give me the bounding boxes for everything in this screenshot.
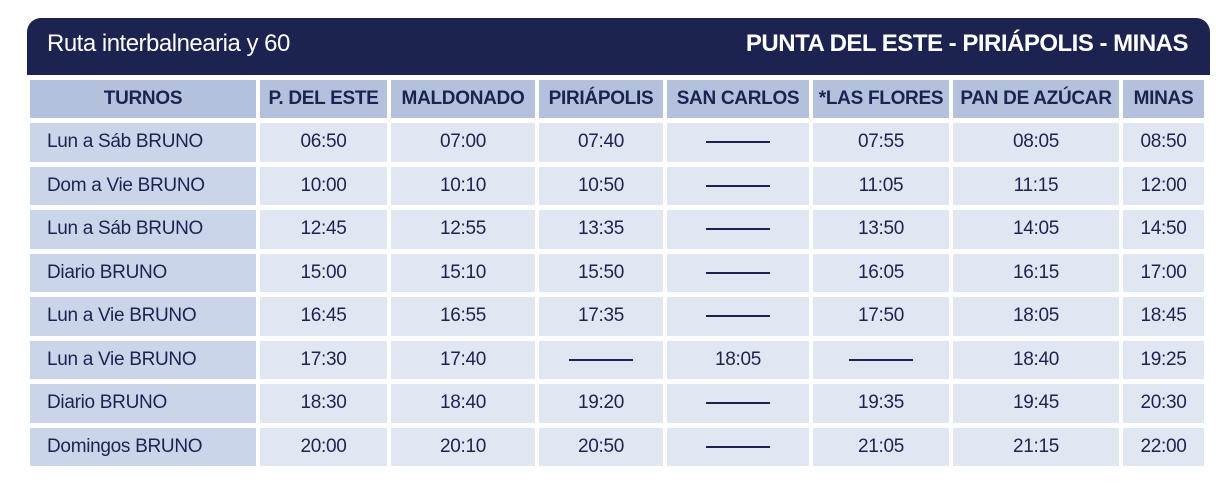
route: PUNTA DEL ESTE - PIRIÁPOLIS - MINAS	[745, 30, 1189, 57]
time-cell: 18:40	[391, 384, 535, 423]
time-cell: 18:40	[953, 340, 1119, 379]
time-cell: 21:05	[813, 427, 949, 466]
time-cell	[667, 427, 809, 466]
time-cell: 18:05	[667, 340, 809, 379]
time-cell	[667, 253, 809, 292]
time-cell: 12:00	[1123, 166, 1204, 205]
time-cell: 12:55	[391, 210, 535, 249]
time-cell: 07:55	[813, 123, 949, 162]
time-cell: 16:05	[813, 253, 949, 292]
time-cell: 18:30	[260, 384, 387, 423]
time-cell: 15:10	[391, 253, 535, 292]
no-service-dash	[706, 402, 770, 405]
header-bar: Ruta interbalnearia y 60 PUNTA DEL ESTE …	[27, 18, 1210, 75]
time-cell: 17:30	[260, 340, 387, 379]
column-header: PIRIÁPOLIS	[539, 80, 663, 118]
time-cell: 19:25	[1123, 340, 1204, 379]
no-service-dash	[706, 228, 770, 231]
time-cell: 06:50	[260, 123, 387, 162]
no-service-dash	[706, 271, 770, 274]
time-cell: 18:45	[1123, 297, 1204, 336]
time-cell: 13:50	[813, 210, 949, 249]
time-cell	[667, 123, 809, 162]
column-header: *LAS FLORES	[813, 80, 949, 118]
time-cell: 20:30	[1123, 384, 1204, 423]
time-cell: 07:40	[539, 123, 663, 162]
time-cell	[813, 340, 949, 379]
time-cell: 18:05	[953, 297, 1119, 336]
time-cell: 10:00	[260, 166, 387, 205]
row-label: Diario BRUNO	[30, 384, 256, 423]
row-label: Dom a Vie BRUNO	[30, 166, 256, 205]
column-header: MALDONADO	[391, 80, 535, 118]
row-label: Lun a Sáb BRUNO	[30, 210, 256, 249]
time-cell	[667, 297, 809, 336]
no-service-dash	[706, 141, 770, 144]
time-cell: 08:50	[1123, 123, 1204, 162]
no-service-dash	[849, 358, 913, 361]
time-cell: 10:10	[391, 166, 535, 205]
no-service-dash	[706, 445, 770, 448]
schedule-card: Ruta interbalnearia y 60 PUNTA DEL ESTE …	[27, 18, 1210, 470]
time-cell: 08:05	[953, 123, 1119, 162]
no-service-dash	[706, 315, 770, 318]
time-cell	[667, 166, 809, 205]
column-header: P. DEL ESTE	[260, 80, 387, 118]
row-label: Domingos BRUNO	[30, 427, 256, 466]
time-cell: 10:50	[539, 166, 663, 205]
timetable: TURNOS P. DEL ESTE MALDONADO PIRIÁPOLIS SAN …	[30, 80, 1204, 466]
column-header: MINAS	[1123, 80, 1204, 118]
time-cell: 17:00	[1123, 253, 1204, 292]
time-cell: 11:05	[813, 166, 949, 205]
column-header: PAN DE AZÚCAR	[953, 80, 1119, 118]
column-header: SAN CARLOS	[667, 80, 809, 118]
time-cell: 13:35	[539, 210, 663, 249]
no-service-dash	[706, 184, 770, 187]
column-header: TURNOS	[30, 80, 256, 118]
time-cell: 07:00	[391, 123, 535, 162]
time-cell: 19:20	[539, 384, 663, 423]
time-cell: 19:35	[813, 384, 949, 423]
time-cell	[667, 210, 809, 249]
time-cell: 17:40	[391, 340, 535, 379]
time-cell: 20:50	[539, 427, 663, 466]
time-cell: 22:00	[1123, 427, 1204, 466]
time-cell: 17:35	[539, 297, 663, 336]
row-label: Lun a Vie BRUNO	[30, 297, 256, 336]
time-cell: 14:05	[953, 210, 1119, 249]
row-label: Diario BRUNO	[30, 253, 256, 292]
row-label: Lun a Sáb BRUNO	[30, 123, 256, 162]
time-cell: 19:45	[953, 384, 1119, 423]
time-cell: 21:15	[953, 427, 1119, 466]
time-cell: 16:45	[260, 297, 387, 336]
time-cell: 15:50	[539, 253, 663, 292]
time-cell: 20:10	[391, 427, 535, 466]
time-cell: 17:50	[813, 297, 949, 336]
time-cell: 14:50	[1123, 210, 1204, 249]
no-service-dash	[569, 358, 633, 361]
time-cell: 11:15	[953, 166, 1119, 205]
time-cell	[667, 384, 809, 423]
row-label: Lun a Vie BRUNO	[30, 340, 256, 379]
time-cell	[539, 340, 663, 379]
time-cell: 15:00	[260, 253, 387, 292]
time-cell: 16:15	[953, 253, 1119, 292]
title: Ruta interbalnearia y 60	[47, 30, 290, 57]
time-cell: 16:55	[391, 297, 535, 336]
time-cell: 12:45	[260, 210, 387, 249]
time-cell: 20:00	[260, 427, 387, 466]
